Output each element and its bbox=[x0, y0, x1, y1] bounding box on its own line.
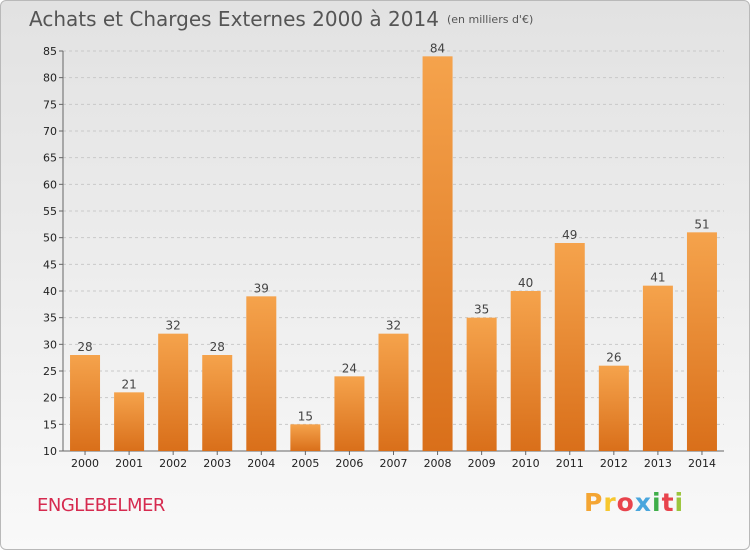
bar-value-label: 28 bbox=[77, 340, 92, 354]
bar-value-label: 32 bbox=[386, 319, 401, 333]
bar-value-label: 24 bbox=[342, 361, 357, 375]
logo-letter: P bbox=[584, 488, 604, 517]
x-tick-label: 2008 bbox=[424, 457, 452, 470]
bar-value-label: 35 bbox=[474, 303, 489, 317]
x-tick-label: 2005 bbox=[291, 457, 319, 470]
bar-value-label: 26 bbox=[606, 351, 621, 365]
x-tick-label: 2014 bbox=[688, 457, 716, 470]
bar-value-label: 28 bbox=[210, 340, 225, 354]
x-tick-label: 2000 bbox=[71, 457, 99, 470]
y-tick-label: 20 bbox=[43, 392, 57, 405]
x-tick-label: 2001 bbox=[115, 457, 143, 470]
bar-2012 bbox=[598, 365, 629, 451]
bar-layer: 28 21 32 28 39 15 24 32 84 35 40 49 26 41 51 bbox=[70, 41, 717, 451]
bar-2004 bbox=[246, 296, 277, 451]
bar-2001 bbox=[114, 392, 145, 451]
x-tick-label: 2002 bbox=[159, 457, 187, 470]
x-tick-label: 2013 bbox=[644, 457, 672, 470]
y-tick-label: 40 bbox=[43, 285, 57, 298]
x-tick-label: 2010 bbox=[512, 457, 540, 470]
bar-2003 bbox=[202, 355, 233, 451]
y-tick-label: 35 bbox=[43, 312, 57, 325]
bar-2006 bbox=[334, 376, 365, 451]
bar-value-label: 49 bbox=[562, 228, 577, 242]
bar-2011 bbox=[554, 243, 585, 451]
y-tick-label: 65 bbox=[43, 152, 57, 165]
y-tick-label: 25 bbox=[43, 365, 57, 378]
logo-letter: t bbox=[661, 488, 675, 517]
y-tick-label: 85 bbox=[43, 45, 57, 58]
y-tick-label: 10 bbox=[43, 445, 57, 458]
bar-2000 bbox=[70, 355, 101, 451]
logo-letter: i bbox=[674, 488, 685, 517]
bar-2007 bbox=[378, 333, 409, 451]
bar-2008 bbox=[422, 56, 453, 451]
logo-letter: x bbox=[634, 488, 652, 517]
bar-value-label: 15 bbox=[298, 409, 313, 423]
x-tick-label: 2004 bbox=[247, 457, 275, 470]
logo-letter: i bbox=[652, 488, 662, 517]
y-tick-label: 70 bbox=[43, 125, 57, 138]
logo-letter: o bbox=[616, 488, 635, 517]
bar-value-label: 32 bbox=[166, 319, 181, 333]
bar-value-label: 21 bbox=[121, 377, 136, 391]
x-tick-label: 2007 bbox=[380, 457, 408, 470]
bar-value-label: 40 bbox=[518, 276, 533, 290]
x-tick-label: 2003 bbox=[203, 457, 231, 470]
bar-value-label: 39 bbox=[254, 281, 269, 295]
x-tick-label: 2012 bbox=[600, 457, 628, 470]
chart-unit: (en milliers d'€) bbox=[446, 13, 534, 26]
y-tick-label: 45 bbox=[43, 258, 57, 271]
y-tick-label: 60 bbox=[43, 178, 57, 191]
x-tick-label: 2006 bbox=[335, 457, 363, 470]
commune-name: ENGLEBELMER bbox=[37, 495, 165, 516]
bar-2009 bbox=[466, 317, 497, 451]
chart-title-text: Achats et Charges Externes 2000 à 2014 bbox=[29, 7, 439, 31]
bar-value-label: 51 bbox=[694, 217, 709, 231]
bar-2002 bbox=[158, 333, 189, 451]
x-tick-label: 2011 bbox=[556, 457, 584, 470]
logo-letter: r bbox=[603, 488, 617, 517]
bar-value-label: 41 bbox=[650, 271, 665, 285]
bar-2005 bbox=[290, 424, 321, 451]
bar-2013 bbox=[642, 285, 673, 451]
bar-2010 bbox=[510, 291, 541, 451]
y-tick-label: 50 bbox=[43, 232, 57, 245]
y-tick-label: 75 bbox=[43, 98, 57, 111]
y-tick-label: 80 bbox=[43, 72, 57, 85]
y-tick-label: 15 bbox=[43, 418, 57, 431]
x-tick-label: 2009 bbox=[468, 457, 496, 470]
proxiti-logo: Proxiti bbox=[584, 488, 684, 517]
y-tick-label: 55 bbox=[43, 205, 57, 218]
bar-2014 bbox=[686, 232, 717, 451]
y-tick-label: 30 bbox=[43, 338, 57, 351]
chart-title: Achats et Charges Externes 2000 à 2014 (e… bbox=[29, 7, 533, 31]
bar-value-label: 84 bbox=[430, 41, 445, 55]
